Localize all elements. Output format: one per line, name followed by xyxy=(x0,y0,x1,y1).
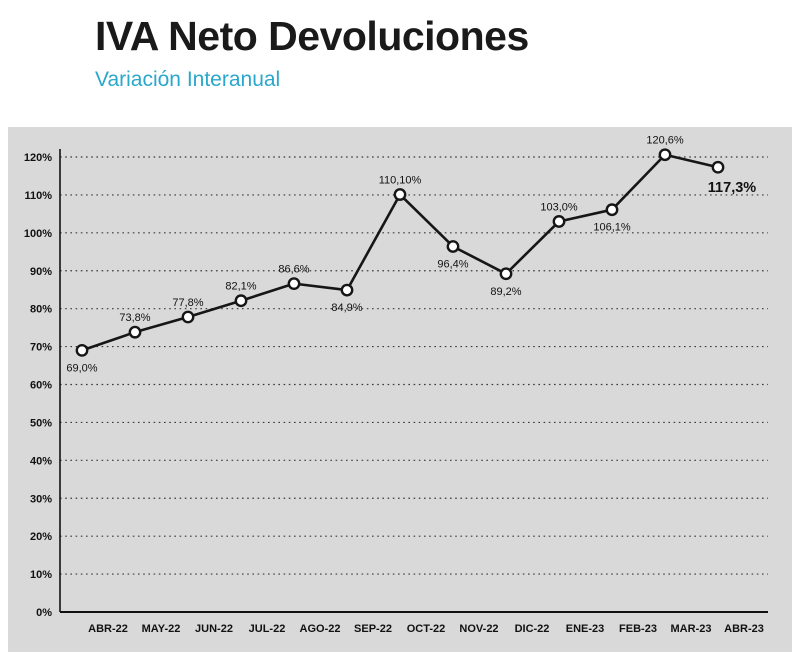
data-point xyxy=(499,267,513,281)
data-point xyxy=(181,310,195,324)
x-axis-tick-label: FEB-23 xyxy=(619,623,657,635)
point-value-label: 89,2% xyxy=(490,286,521,298)
x-axis-tick-label: NOV-22 xyxy=(459,623,498,635)
y-axis-tick-label: 120% xyxy=(24,152,52,164)
y-axis-tick-label: 30% xyxy=(30,493,52,505)
line-chart-svg: 0% 10% 20% 30% 40% 50% 60% 70% 80% 90% 100% 110% 120… xyxy=(24,135,768,635)
x-axis-tick-label: MAR-23 xyxy=(671,623,712,635)
y-axis-tick-label: 80% xyxy=(30,304,52,316)
x-axis-tick-label: JUL-22 xyxy=(249,623,286,635)
point-value-label: 86,6% xyxy=(278,264,309,276)
x-axis-tick-label: ENE-23 xyxy=(566,623,605,635)
page-title: IVA Neto Devoluciones xyxy=(95,13,529,59)
data-point xyxy=(658,148,672,162)
y-axis-tick-label: 90% xyxy=(30,266,52,278)
x-axis-tick-label: MAY-22 xyxy=(142,623,181,635)
data-point xyxy=(552,215,566,228)
data-point xyxy=(393,188,407,201)
data-point xyxy=(287,277,301,291)
point-value-label: 117,3% xyxy=(708,180,756,196)
x-axis-tick-label: JUN-22 xyxy=(195,623,233,635)
point-value-label: 82,1% xyxy=(225,281,256,293)
point-value-label: 106,1% xyxy=(593,222,631,234)
x-axis-tick-label: OCT-22 xyxy=(407,623,446,635)
data-point xyxy=(340,283,354,297)
y-axis-tick-label: 40% xyxy=(30,455,52,467)
data-point xyxy=(605,203,619,217)
data-point xyxy=(711,160,725,174)
y-axis-tick-label: 10% xyxy=(30,569,52,581)
y-axis-tick-label: 0% xyxy=(36,607,52,619)
x-axis-tick-label: DIC-22 xyxy=(515,623,550,635)
chart-header: IVA Neto Devoluciones Variación Interanu… xyxy=(0,0,800,127)
y-axis-tick-label: 70% xyxy=(30,342,52,354)
point-value-label: 73,8% xyxy=(119,312,150,324)
y-axis-tick-label: 60% xyxy=(30,380,52,392)
y-axis-tick-label: 20% xyxy=(30,531,52,543)
data-point xyxy=(128,325,142,339)
data-point xyxy=(446,240,460,253)
y-axis-tick-label: 50% xyxy=(30,417,52,429)
y-axis-tick-label: 100% xyxy=(24,228,52,240)
point-value-label: 77,8% xyxy=(172,297,203,309)
page-subtitle: Variación Interanual xyxy=(95,68,281,92)
x-axis-tick-label: AGO-22 xyxy=(300,623,341,635)
data-point xyxy=(75,343,89,357)
chart-panel: 0% 10% 20% 30% 40% 50% 60% 70% 80% 90% 100% 110% 120… xyxy=(8,127,792,652)
point-value-label: 84,9% xyxy=(331,302,362,314)
x-axis-tick-label: SEP-22 xyxy=(354,623,392,635)
point-value-label: 110,10% xyxy=(379,175,422,187)
point-value-label: 120,6% xyxy=(646,135,684,147)
x-axis-tick-label: ABR-23 xyxy=(724,623,764,635)
y-axis-tick-label: 110% xyxy=(24,190,52,202)
point-value-label: 69,0% xyxy=(66,362,97,374)
x-axis-tick-label: ABR-22 xyxy=(88,623,128,635)
point-value-label: 103,0% xyxy=(540,201,578,213)
data-point xyxy=(234,294,248,308)
point-value-label: 96,4% xyxy=(437,258,468,270)
